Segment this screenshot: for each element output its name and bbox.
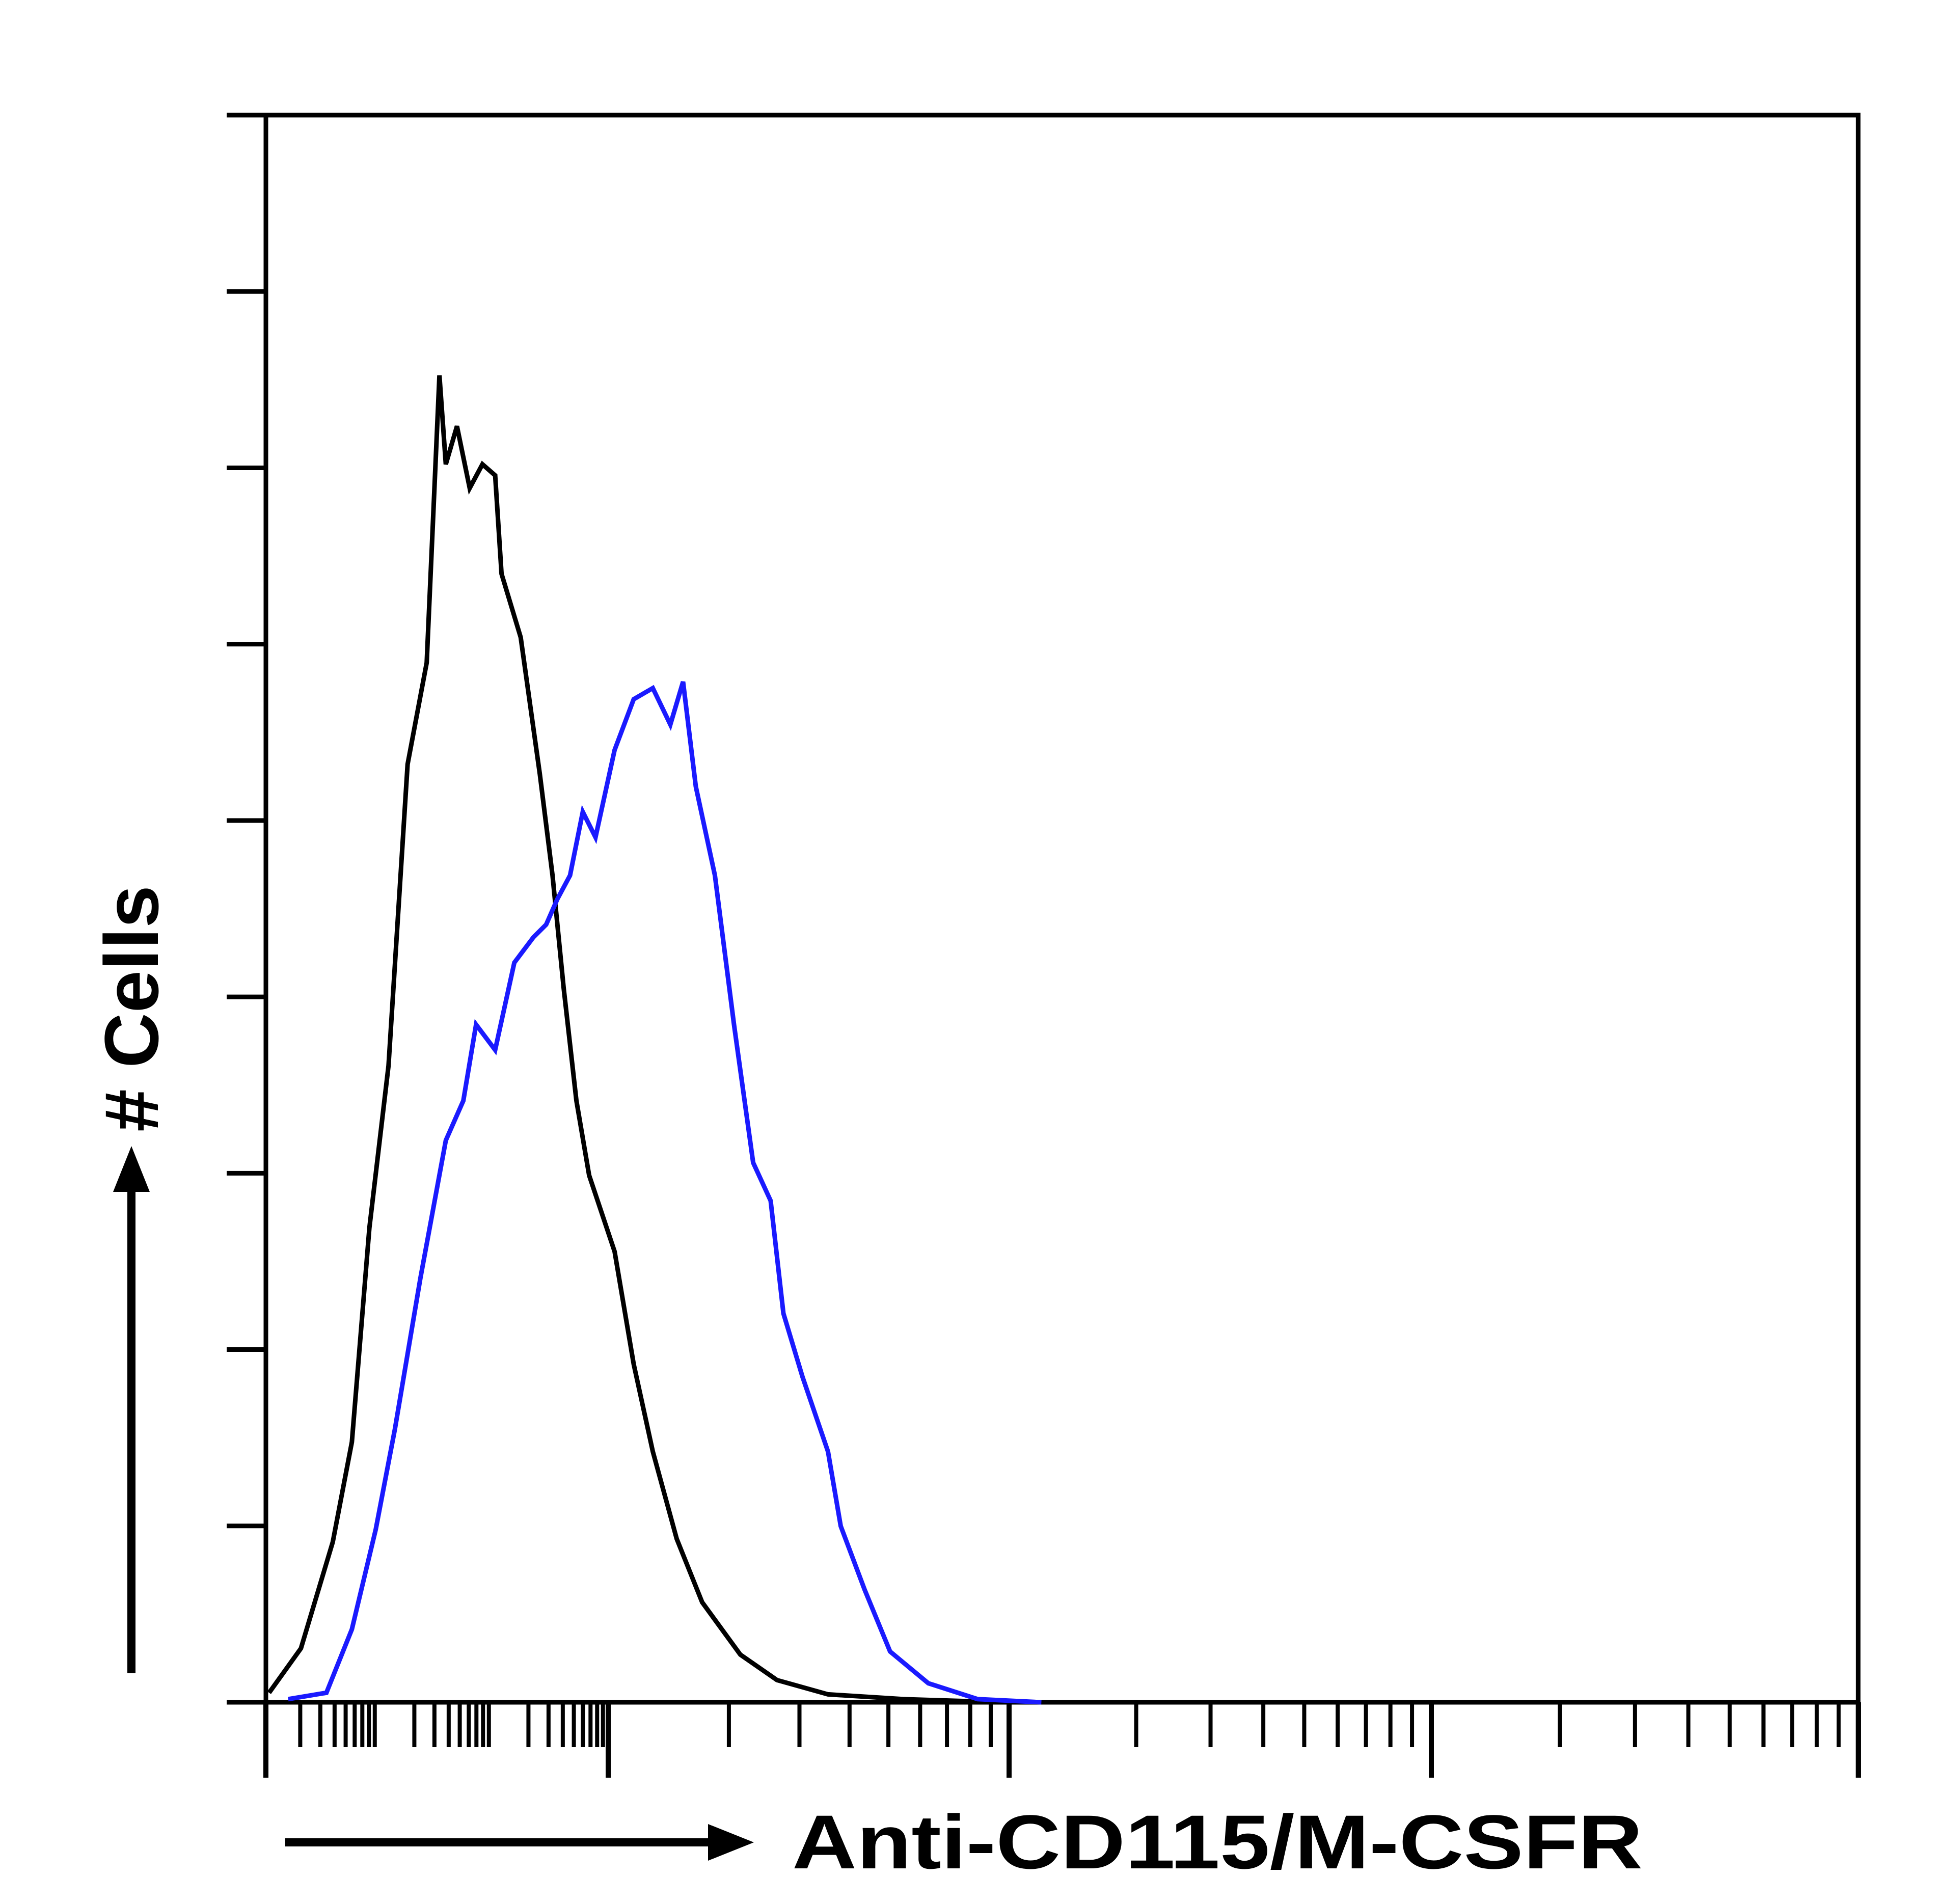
x-axis-arrow [285, 1824, 754, 1861]
series-line-black [267, 375, 1003, 1705]
axes [227, 113, 1861, 1778]
series-group [267, 375, 1042, 1705]
series-line-blue [288, 681, 1042, 1705]
x-axis-label: Anti-CD115/M-CSFR [792, 1799, 1643, 1885]
y-axis-arrow [113, 1146, 150, 1673]
y-axis-label: # Cells [89, 885, 174, 1132]
plot-frame [263, 113, 1861, 1705]
